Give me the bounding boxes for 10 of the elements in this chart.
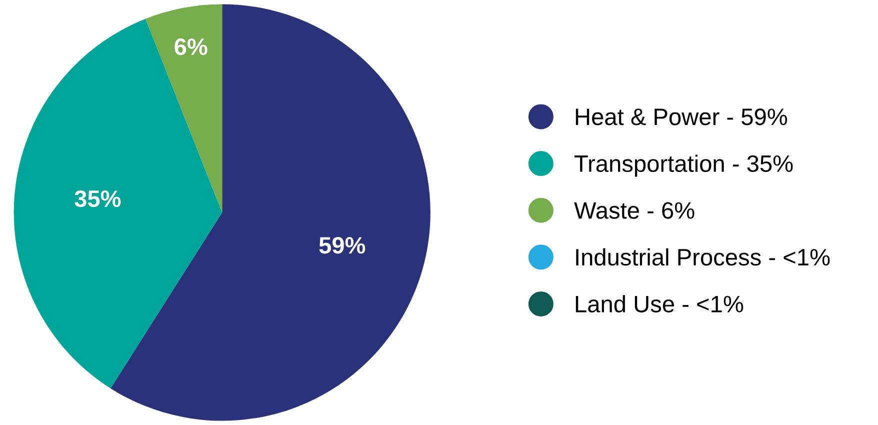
data-label: 6% xyxy=(174,38,208,56)
legend-label: Heat & Power - 59% xyxy=(576,108,788,126)
legend-label: Industrial Process - <1% xyxy=(576,248,830,266)
data-label: 59% xyxy=(319,236,366,254)
legend-label: Waste - 6% xyxy=(574,202,694,219)
pie-slice xyxy=(145,4,222,212)
data-label: 35% xyxy=(74,190,121,208)
legend-label: Transportation - 35% xyxy=(574,154,793,177)
pie-slice xyxy=(14,18,222,388)
legend-label: Land Use - <1% xyxy=(576,295,744,312)
